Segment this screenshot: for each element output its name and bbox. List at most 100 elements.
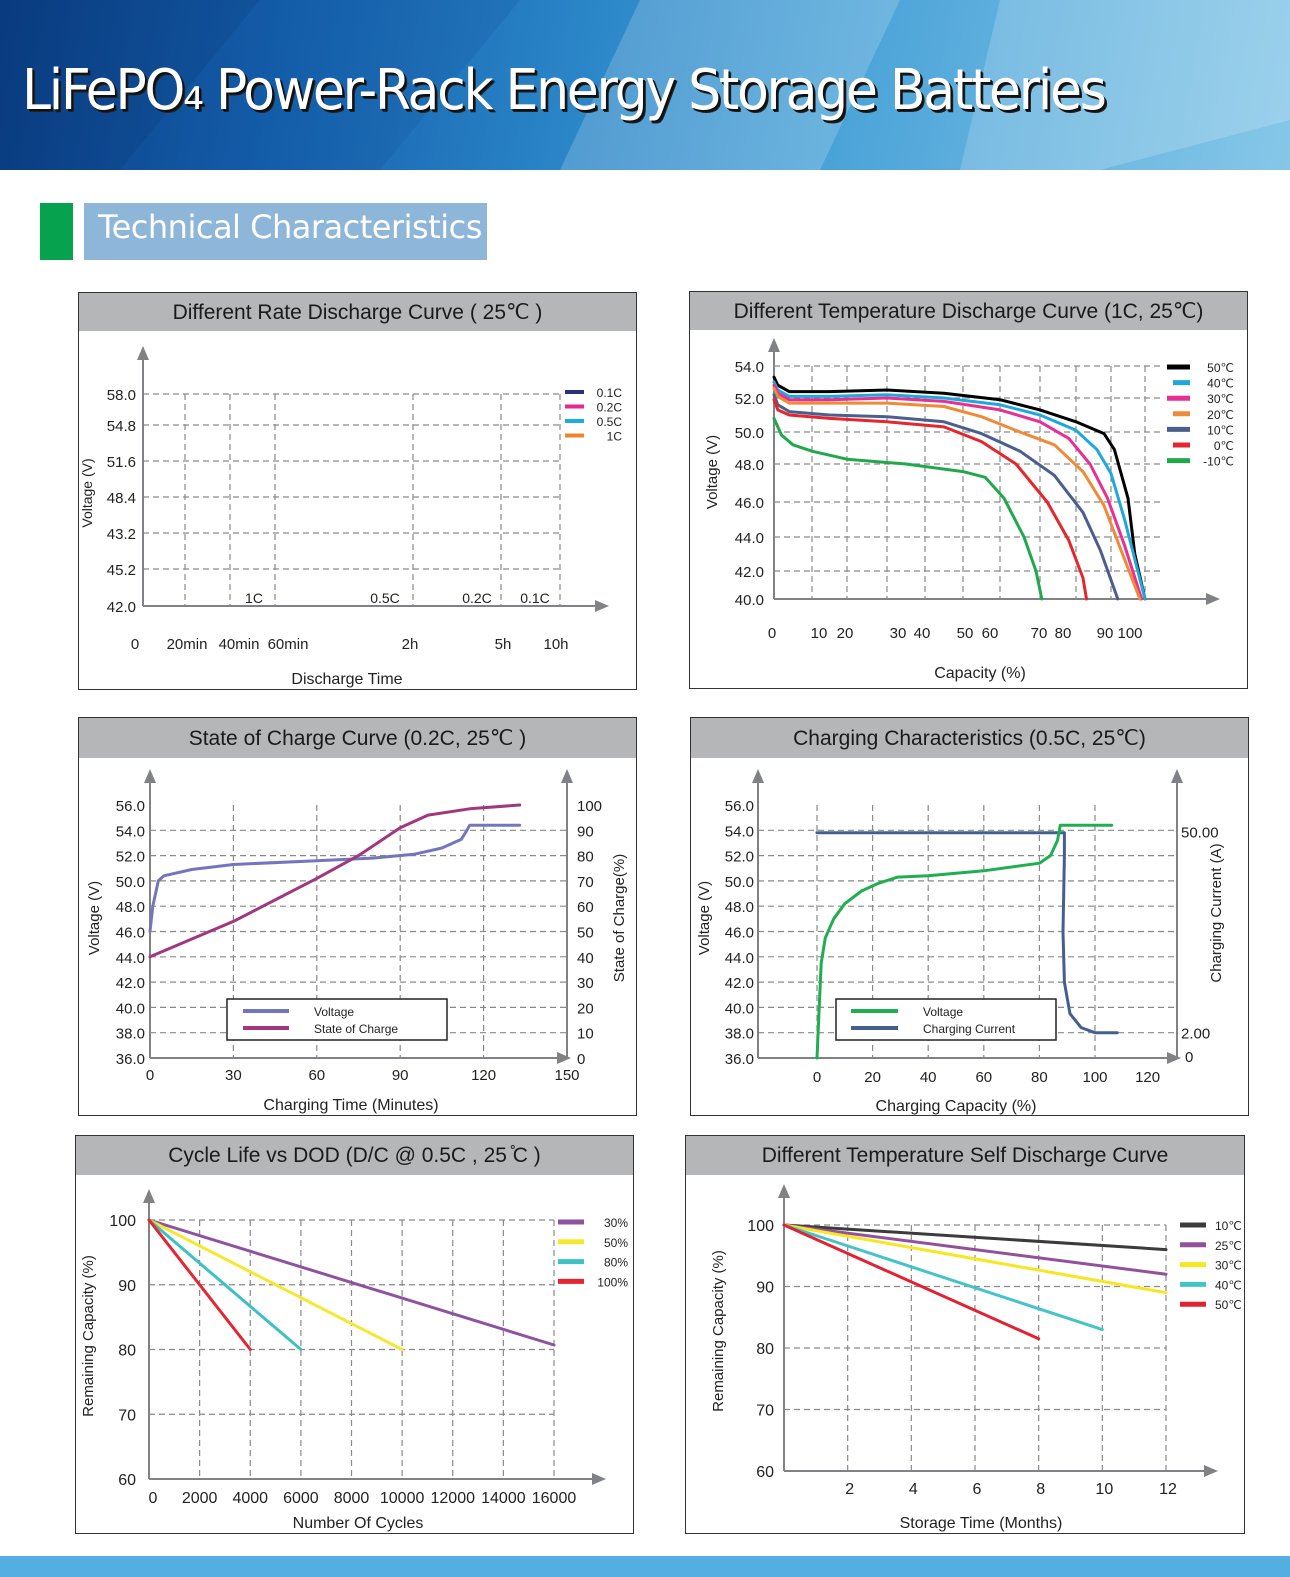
y2-tick-label: 50.00 bbox=[1181, 824, 1219, 841]
y-axis-label: Remaining Capacity (%) bbox=[80, 1255, 97, 1417]
x-tick-label: 30 bbox=[225, 1067, 242, 1084]
legend-label: 25℃ bbox=[1215, 1239, 1242, 1253]
y2-tick-label: 0 bbox=[1185, 1049, 1193, 1066]
charging-characteristics-chart: 36.0 38.0 40.0 42.0 44.0 46.0 48.0 50.0 52.0 54.0… bbox=[696, 769, 1225, 1115]
y-tick-label: 40.0 bbox=[116, 1000, 145, 1017]
y-tick-label: 80 bbox=[118, 1343, 136, 1360]
y2-tick-label: 70 bbox=[577, 874, 594, 891]
chart-title: Cycle Life vs DOD (D/C @ 0.5C , 25 ̊C ) bbox=[76, 1136, 633, 1175]
y2-axis-label: Charging Current (A) bbox=[1208, 843, 1225, 982]
legend-label: Charging Current bbox=[923, 1022, 1016, 1036]
y-tick-label: 44.0 bbox=[725, 950, 754, 967]
y-axis-label: Voltage (V) bbox=[696, 881, 713, 955]
section-title-bar bbox=[84, 203, 487, 260]
x-axis-label: Discharge Time bbox=[291, 671, 402, 688]
legend-label: 10℃ bbox=[1215, 1219, 1242, 1233]
series-line-chargingcurrent bbox=[815, 831, 1119, 1035]
x-tick-label: 90 bbox=[392, 1067, 409, 1084]
y2-tick-label: 40 bbox=[577, 950, 594, 967]
y-tick-label: 46.0 bbox=[735, 495, 764, 512]
x-tick-label: 40 bbox=[914, 625, 931, 642]
x-tick-label: 4000 bbox=[232, 1490, 268, 1507]
section-marker bbox=[40, 203, 73, 260]
x-axis-arrow-icon bbox=[592, 1473, 606, 1485]
legend-label: 50% bbox=[604, 1236, 628, 1250]
y-axis-label: Voltage (V) bbox=[79, 458, 95, 527]
x-tick-label: 2 bbox=[845, 1481, 854, 1498]
y-tick-label: 51.6 bbox=[107, 454, 136, 471]
y-tick-label: 90 bbox=[118, 1278, 136, 1295]
x-tick-label: 0 bbox=[149, 1490, 158, 1507]
series-line-20 bbox=[772, 386, 1142, 601]
x-axis-label: Number Of Cycles bbox=[293, 1515, 424, 1532]
x-axis-arrow-icon bbox=[1204, 1465, 1218, 1477]
x-tick-label: 100 bbox=[1082, 1069, 1107, 1086]
self-discharge-chart: 60 70 80 90 100 2 4 6 8 10 12 Remaining Capacity (%… bbox=[710, 1184, 1242, 1532]
chart-panel-cycle-life: Cycle Life vs DOD (D/C @ 0.5C , 25 ̊C ) … bbox=[75, 1135, 634, 1534]
curve-end-label: 0.1C bbox=[520, 590, 550, 606]
x-axis-arrow-icon bbox=[1206, 593, 1220, 605]
y-axis-label: Voltage (V) bbox=[86, 881, 103, 955]
y-tick-label: 60 bbox=[756, 1464, 774, 1481]
y-tick-label: 52.0 bbox=[735, 391, 764, 408]
y-tick-label: 45.2 bbox=[107, 562, 136, 579]
y-axis-arrow-icon bbox=[778, 1184, 790, 1198]
y-axis-arrow-icon bbox=[768, 338, 780, 352]
chart-panel-self-discharge: Different Temperature Self Discharge Cur… bbox=[685, 1135, 1245, 1534]
y-tick-label: 70 bbox=[118, 1407, 136, 1424]
y-axis-label: Remaining Capacity (%) bbox=[710, 1250, 727, 1412]
series-line-25 bbox=[782, 1223, 1168, 1276]
y-tick-label: 48.0 bbox=[116, 899, 145, 916]
legend-label: 30% bbox=[604, 1216, 628, 1230]
series-line-80 bbox=[147, 1218, 303, 1351]
x-axis-label: Storage Time (Months) bbox=[900, 1515, 1063, 1532]
y2-tick-label: 100 bbox=[577, 798, 602, 815]
legend-label: 0.2C bbox=[597, 401, 623, 415]
series-line-30 bbox=[782, 1223, 1168, 1295]
legend-label: 30℃ bbox=[1207, 392, 1234, 406]
legend-label: 40℃ bbox=[1215, 1278, 1242, 1292]
y-tick-label: 54.0 bbox=[725, 823, 754, 840]
y-tick-label: 46.0 bbox=[725, 925, 754, 942]
legend-label: 1C bbox=[607, 430, 623, 444]
y-tick-label: 52.0 bbox=[116, 849, 145, 866]
series-line-40 bbox=[772, 380, 1147, 601]
x-tick-label: 10000 bbox=[380, 1490, 425, 1507]
x-tick-label: 16000 bbox=[532, 1490, 577, 1507]
rate-discharge-chart: 42.0 45.2 43.2 48.4 51.6 54.8 58.0 0 20min 40min 6… bbox=[79, 346, 623, 688]
curve-end-label: 0.5C bbox=[370, 590, 400, 606]
x-tick-label: 12000 bbox=[431, 1490, 476, 1507]
chart-title: Charging Characteristics (0.5C, 25℃) bbox=[691, 718, 1248, 758]
x-tick-label: 70 bbox=[1031, 625, 1048, 642]
chart-panel-rate-discharge: Different Rate Discharge Curve ( 25℃ ) 4… bbox=[78, 292, 637, 690]
y-tick-label: 44.0 bbox=[735, 530, 764, 547]
y-tick-label: 48.4 bbox=[107, 490, 136, 507]
legend-label: 20℃ bbox=[1207, 408, 1234, 422]
x-tick-label: 8000 bbox=[334, 1490, 370, 1507]
x-axis-label: Charging Capacity (%) bbox=[876, 1098, 1037, 1115]
y-tick-label: 90 bbox=[756, 1280, 774, 1297]
y-tick-label: 50.0 bbox=[725, 874, 754, 891]
legend-label: 50℃ bbox=[1215, 1298, 1242, 1312]
y-tick-label: 54.0 bbox=[116, 823, 145, 840]
x-axis-label: Charging Time (Minutes) bbox=[263, 1097, 438, 1114]
x-tick-label: 0 bbox=[813, 1069, 821, 1086]
footer-bar bbox=[0, 1556, 1290, 1577]
series-line-voltage bbox=[815, 823, 1114, 1060]
legend-box bbox=[835, 998, 1057, 1041]
series-line-50 bbox=[772, 375, 1147, 601]
cycle-life-chart: 60 70 80 90 100 0 2000 4000 6000 8000 10000 12000 14… bbox=[80, 1189, 628, 1532]
x-tick-label: 0 bbox=[146, 1067, 154, 1084]
x-tick-label: 60 bbox=[308, 1067, 325, 1084]
x-tick-label: 20 bbox=[837, 625, 854, 642]
y2-tick-label: 50 bbox=[577, 925, 594, 942]
series-line-100 bbox=[147, 1218, 252, 1351]
y2-tick-label: 30 bbox=[577, 975, 594, 992]
x-tick-label: 120 bbox=[1135, 1069, 1160, 1086]
y-tick-label: 44.0 bbox=[116, 950, 145, 967]
x-tick-label: 14000 bbox=[481, 1490, 526, 1507]
y2-tick-label: 10 bbox=[577, 1026, 594, 1043]
y-axis-arrow-icon bbox=[143, 1189, 155, 1203]
x-tick-label: 30 bbox=[890, 625, 907, 642]
y-tick-label: 80 bbox=[756, 1341, 774, 1358]
